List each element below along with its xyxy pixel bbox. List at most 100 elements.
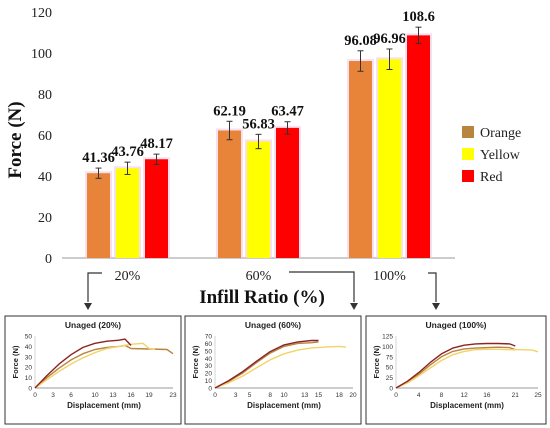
inset-y-tick: 50 (25, 334, 33, 341)
inset-x-tick: 10 (91, 392, 99, 399)
inset-x-tick: 16 (127, 392, 135, 399)
inset-y-tick: 20 (25, 365, 33, 372)
y-tick-label: 120 (31, 6, 52, 21)
bar (247, 141, 270, 258)
inset-chart: Unaged (20%) 0 10 20 30 40 50 0 3 6 10 13 16 19 23 Forc… (4, 315, 182, 425)
legend-label: Orange (480, 126, 521, 141)
inset-chart: Unaged (100%) 0 25 50 75 100 125 0 4 8 12 16 21 25 For… (365, 315, 547, 425)
inset-x-label: Displacement (mm) (430, 401, 504, 410)
inset-x-label: Displacement (mm) (247, 401, 321, 410)
connector-line (87, 272, 102, 302)
inset-y-tick: 10 (205, 378, 213, 385)
inset-series-line (214, 341, 319, 389)
legend-label: Red (480, 170, 503, 185)
data-label: 56.83 (242, 116, 275, 132)
arrow-head (84, 303, 92, 310)
inset-series-line (34, 338, 132, 389)
bar (349, 61, 372, 259)
y-tick-label: 100 (31, 47, 52, 62)
inset-y-tick: 30 (25, 354, 33, 361)
inset-series-line (395, 342, 516, 389)
inset-x-tick: 12 (461, 392, 469, 399)
inset-x-tick: 19 (145, 392, 153, 399)
connector-line (289, 271, 355, 302)
inset-x-tick: 16 (483, 392, 491, 399)
data-label: 96.08 (344, 33, 377, 49)
inset-title: Unaged (60%) (245, 320, 301, 330)
inset-title: Unaged (100%) (426, 320, 487, 330)
inset-series-line (395, 348, 539, 389)
connector-arrows (84, 271, 440, 310)
inset-y-label: Force (N) (372, 345, 381, 378)
inset-x-tick: 15 (315, 392, 323, 399)
inset-x-tick: 3 (234, 392, 238, 399)
bar (116, 168, 139, 258)
inset-y-tick: 50 (386, 365, 394, 372)
inset-y-tick: 20 (205, 371, 213, 378)
inset-series-line (34, 344, 174, 389)
inset-title: Unaged (20%) (65, 320, 121, 330)
inset-x-tick: 18 (336, 392, 344, 399)
bar (218, 130, 241, 258)
data-label: 43.76 (111, 144, 144, 160)
inset-frame (4, 315, 182, 425)
inset-x-tick: 0 (394, 392, 398, 399)
inset-x-tick: 25 (534, 392, 542, 399)
y-axis-label: Force (N) (5, 101, 26, 178)
inset-y-tick: 30 (205, 363, 213, 370)
bar (378, 59, 401, 259)
inset-x-tick: 8 (440, 392, 444, 399)
inset-y-tick: 50 (205, 348, 213, 355)
data-label: 62.19 (213, 103, 246, 119)
inset-x-tick: 3 (51, 392, 55, 399)
data-label: 108.6 (402, 9, 435, 25)
inset-x-tick: 8 (268, 392, 272, 399)
inset-y-tick: 75 (386, 354, 394, 361)
inset-x-tick: 10 (280, 392, 288, 399)
inset-x-tick: 23 (169, 392, 177, 399)
main-bar-chart: 0 20 40 60 80 100 120 Force (N) 20% 41.3643.7648.… (5, 6, 521, 308)
legend-label: Yellow (480, 148, 521, 163)
inset-y-label: Force (N) (191, 345, 200, 378)
legend-swatch (462, 170, 474, 182)
inset-series-line (395, 346, 516, 389)
legend-swatch (462, 126, 474, 138)
connector-line (428, 272, 437, 302)
data-label: 48.17 (140, 136, 173, 152)
x-tick-label: 100% (373, 269, 406, 284)
inset-y-tick: 0 (389, 386, 393, 393)
arrow-head (350, 303, 358, 310)
data-label: 41.36 (82, 150, 115, 166)
inset-x-label: Displacement (mm) (67, 401, 141, 410)
inset-y-tick: 100 (382, 344, 393, 351)
inset-x-tick: 21 (512, 392, 520, 399)
inset-series-line (34, 342, 156, 389)
inset-frame (365, 315, 547, 425)
y-tick-label: 0 (45, 252, 52, 267)
inset-series-line (214, 339, 319, 389)
inset-x-tick: 0 (33, 392, 37, 399)
bar (407, 35, 430, 259)
y-tick-label: 80 (38, 88, 52, 103)
inset-frame (184, 315, 362, 425)
bar (87, 173, 110, 258)
inset-x-tick: 4 (417, 392, 421, 399)
data-label: 96.96 (373, 31, 406, 47)
x-tick-label: 60% (246, 269, 272, 284)
inset-y-tick: 40 (205, 356, 213, 363)
inset-x-tick: 13 (301, 392, 309, 399)
inset-y-label: Force (N) (11, 345, 20, 378)
inset-y-tick: 0 (208, 386, 212, 393)
y-tick-label: 60 (38, 129, 52, 144)
x-tick-label: 20% (115, 269, 141, 284)
inset-x-tick: 20 (349, 392, 357, 399)
inset-y-tick: 125 (382, 334, 393, 341)
y-tick-label: 40 (38, 170, 52, 185)
inset-x-tick: 0 (213, 392, 217, 399)
inset-y-tick: 25 (386, 375, 394, 382)
bar (145, 159, 168, 258)
inset-y-tick: 60 (205, 341, 213, 348)
legend-swatch (462, 148, 474, 160)
